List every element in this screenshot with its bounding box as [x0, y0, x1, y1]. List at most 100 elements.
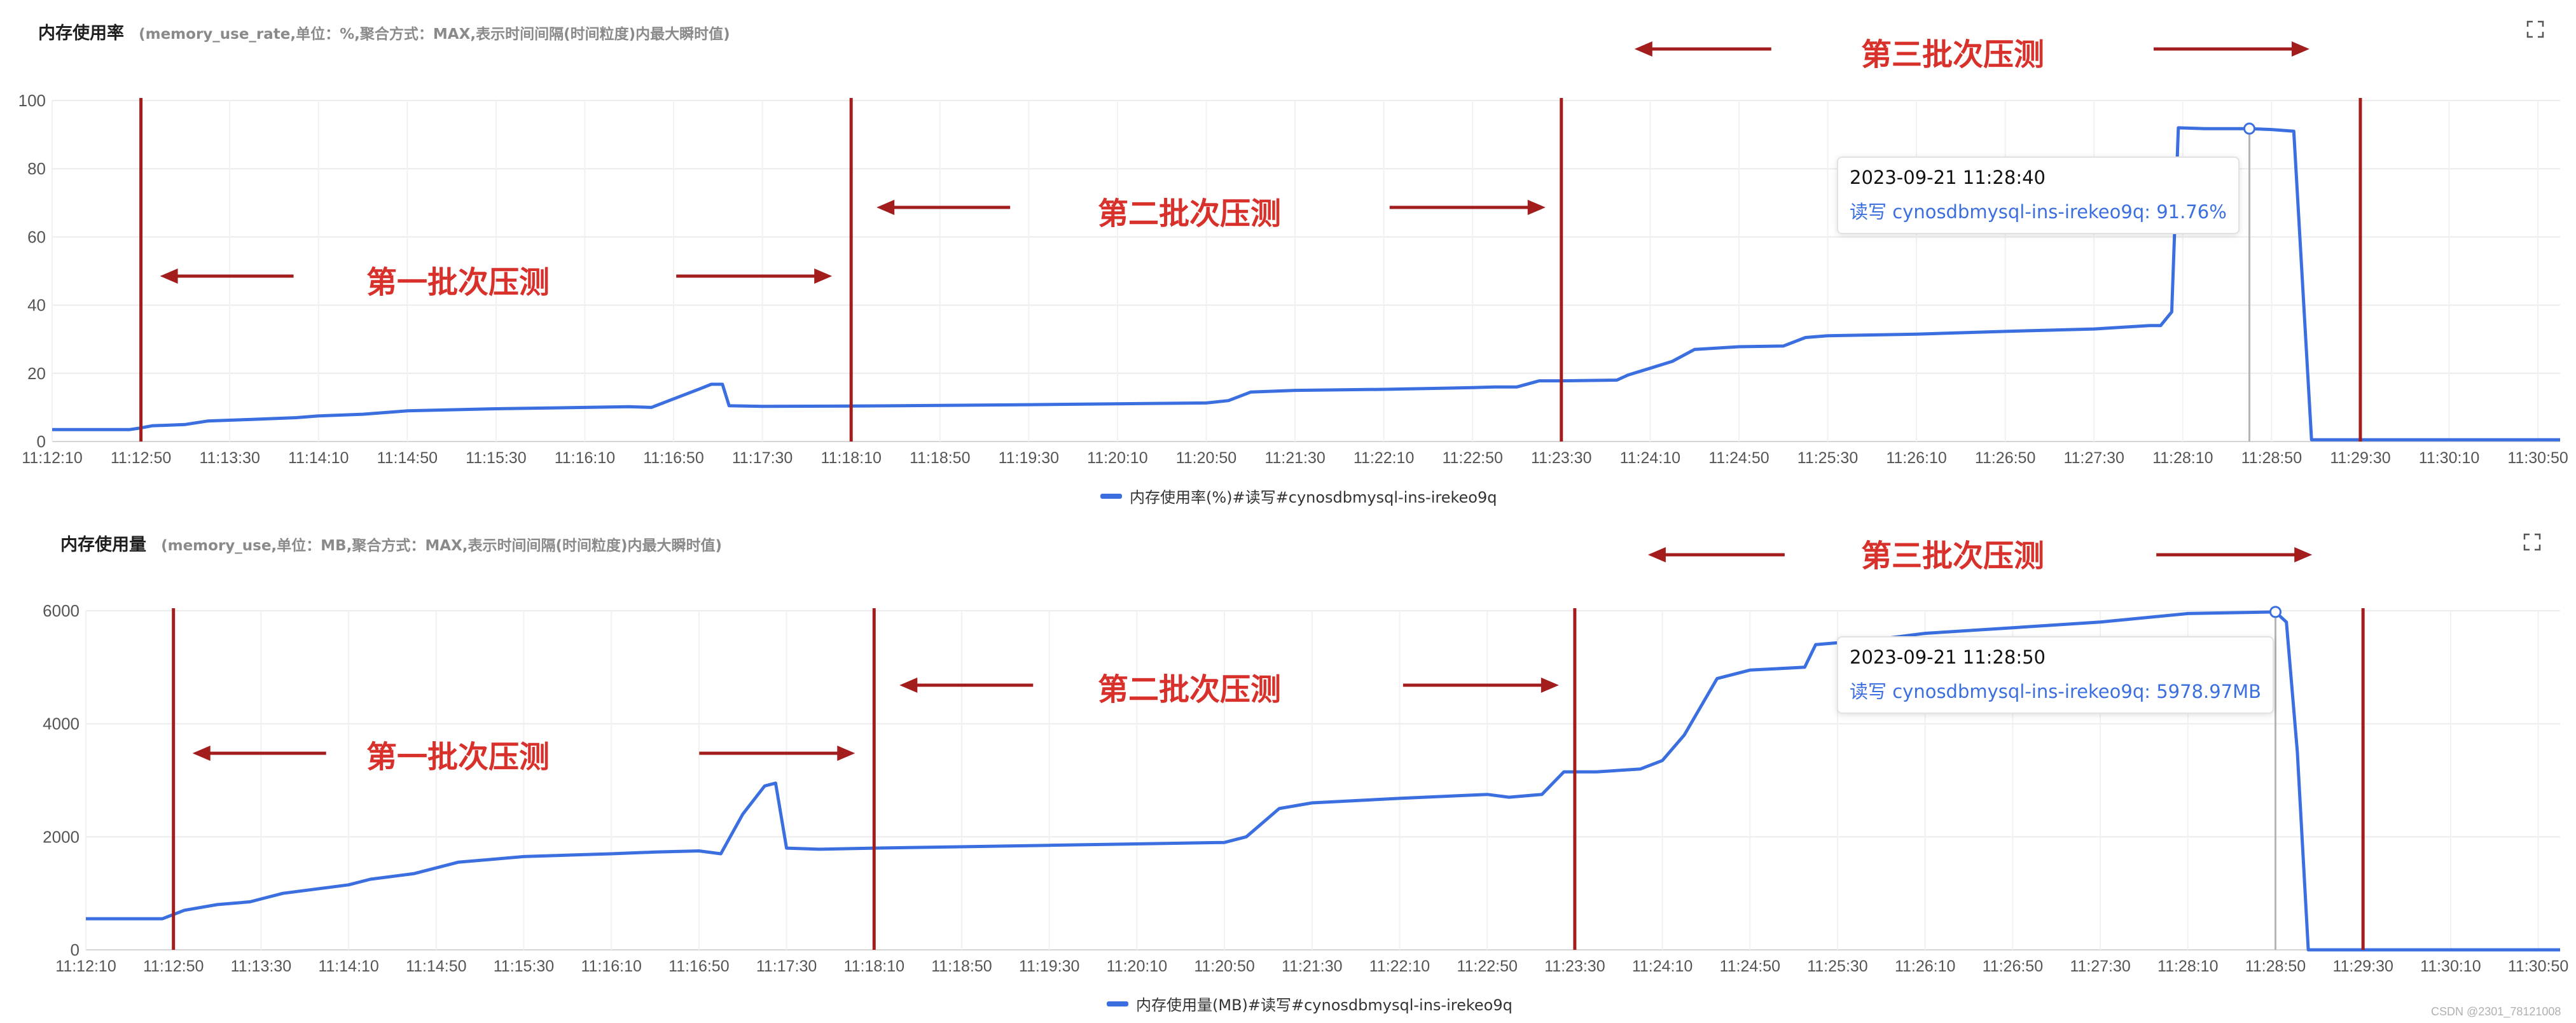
- x-tick-label: 11:16:10: [581, 957, 641, 975]
- arrow-icon: [899, 678, 918, 693]
- legend-swatch: [1100, 493, 1122, 499]
- arrow-icon: [1541, 678, 1559, 693]
- x-tick-label: 11:22:50: [1442, 449, 1502, 467]
- x-tick-label: 11:25:30: [1797, 449, 1858, 467]
- chart-legend[interactable]: 内存使用率(%)#读写#cynosdbmysql-ins-irekeo9q: [1100, 485, 1497, 507]
- x-tick-label: 11:24:10: [1632, 957, 1693, 975]
- chart-legend[interactable]: 内存使用量(MB)#读写#cynosdbmysql-ins-irekeo9q: [1107, 992, 1513, 1015]
- x-tick-label: 11:18:50: [910, 449, 970, 467]
- x-tick-label: 11:17:30: [756, 957, 817, 975]
- x-tick-label: 11:20:10: [1107, 957, 1167, 975]
- x-tick-label: 11:27:30: [2063, 449, 2124, 467]
- batch-label-3: 第三批次压测: [1861, 37, 2045, 73]
- x-tick-label: 11:28:10: [2152, 449, 2213, 467]
- batch-label-2: 第二批次压测: [1098, 672, 1282, 707]
- x-tick-label: 11:26:50: [1975, 449, 2035, 467]
- chart-subtitle: (memory_use_rate,单位：%,聚合方式：MAX,表示时间间隔(时间…: [139, 26, 730, 43]
- arrow-icon: [1634, 41, 1652, 57]
- x-tick-label: 11:16:50: [668, 957, 729, 975]
- expand-icon[interactable]: [2526, 20, 2544, 38]
- x-tick-label: 11:13:30: [199, 449, 260, 467]
- x-tick-label: 11:26:10: [1886, 449, 1946, 467]
- x-tick-label: 11:18:10: [844, 957, 904, 975]
- arrow-icon: [2291, 41, 2309, 57]
- x-tick-label: 11:20:10: [1087, 449, 1147, 467]
- arrow-icon: [160, 268, 178, 284]
- legend-label: 内存使用率(%)#读写#cynosdbmysql-ins-irekeo9q: [1130, 489, 1497, 506]
- x-tick-label: 11:14:10: [288, 449, 349, 467]
- x-tick-label: 11:19:30: [1019, 957, 1079, 975]
- x-tick-label: 11:27:30: [2070, 957, 2130, 975]
- arrow-icon: [876, 200, 895, 215]
- arrow-icon: [837, 746, 855, 761]
- x-tick-label: 11:24:50: [1708, 449, 1769, 467]
- x-tick-label: 11:21:30: [1264, 449, 1325, 467]
- x-tick-label: 11:30:10: [2420, 957, 2481, 975]
- x-tick-label: 11:14:50: [377, 449, 438, 467]
- series-line: [52, 126, 2560, 442]
- x-tick-label: 11:14:50: [406, 957, 466, 975]
- memory-use-rate-panel: 内存使用率 (memory_use_rate,单位：%,聚合方式：MAX,表示时…: [0, 0, 2576, 509]
- x-tick-label: 11:29:30: [2330, 449, 2390, 467]
- legend-label: 内存使用量(MB)#读写#cynosdbmysql-ins-irekeo9q: [1136, 996, 1513, 1014]
- x-tick-label: 11:18:10: [821, 449, 881, 467]
- tooltip-point: [2243, 122, 2255, 135]
- x-tick-label: 11:16:50: [643, 449, 703, 467]
- x-tick-label: 11:30:50: [2508, 957, 2568, 975]
- x-tick-label: 11:22:50: [1457, 957, 1517, 975]
- y-tick-label: 0: [71, 940, 80, 959]
- x-tick-label: 11:23:30: [1544, 957, 1605, 975]
- y-tick-label: 20: [27, 364, 46, 383]
- y-tick-label: 0: [37, 432, 46, 451]
- y-tick-label: 80: [27, 159, 46, 178]
- x-tick-label: 11:28:50: [2245, 957, 2306, 975]
- x-tick-label: 11:24:10: [1620, 449, 1680, 467]
- x-tick-label: 11:26:50: [1983, 957, 2043, 975]
- chart-title-row: 内存使用量 (memory_use,单位：MB,聚合方式：MAX,表示时间间隔(…: [60, 531, 722, 555]
- x-tick-label: 11:16:10: [555, 449, 615, 467]
- tooltip-time: 2023-09-21 11:28:50: [1850, 646, 2046, 668]
- x-tick-label: 11:30:10: [2419, 449, 2479, 467]
- arrow-icon: [1647, 547, 1666, 562]
- y-tick-label: 100: [18, 91, 46, 110]
- x-tick-label: 11:20:50: [1194, 957, 1254, 975]
- x-tick-label: 11:20:50: [1176, 449, 1236, 467]
- y-tick-label: 6000: [43, 601, 80, 620]
- x-tick-label: 11:19:30: [999, 449, 1059, 467]
- chart-tooltip: 2023-09-21 11:28:40 读写 cynosdbmysql-ins-…: [1837, 157, 2240, 234]
- memory-use-rate-chart: 0 20 40 60 80 100 11:12:10 11:12:50 11:13:30 11:1…: [18, 41, 2568, 467]
- x-tick-label: 11:30:50: [2507, 449, 2568, 467]
- expand-icon[interactable]: [2523, 533, 2541, 551]
- chart-tooltip: 2023-09-21 11:28:50 读写 cynosdbmysql-ins-…: [1837, 636, 2275, 714]
- arrow-icon: [192, 746, 211, 761]
- batch-label-1: 第一批次压测: [366, 739, 550, 775]
- x-tick-label: 11:12:50: [143, 957, 204, 975]
- tooltip-value: 读写 cynosdbmysql-ins-irekeo9q: 5978.97MB: [1850, 681, 2262, 702]
- series-line: [86, 610, 2560, 952]
- x-tick-label: 11:29:30: [2332, 957, 2393, 975]
- x-tick-label: 11:28:50: [2241, 449, 2302, 467]
- x-tick-label: 11:22:10: [1354, 449, 1414, 467]
- x-tick-label: 11:28:10: [2157, 957, 2218, 975]
- arrow-icon: [814, 268, 833, 284]
- x-tick-label: 11:15:30: [494, 957, 554, 975]
- x-tick-label: 11:12:50: [111, 449, 171, 467]
- x-tick-label: 11:21:30: [1282, 957, 1342, 975]
- memory-use-chart: 0 2000 4000 6000 11:12:10 11:12:50 11:13:30 11:…: [43, 547, 2568, 975]
- x-tick-label: 11:23:30: [1531, 449, 1591, 467]
- chart-title-row: 内存使用率 (memory_use_rate,单位：%,聚合方式：MAX,表示时…: [38, 19, 730, 44]
- x-tick-label: 11:22:10: [1369, 957, 1430, 975]
- arrow-icon: [1527, 200, 1546, 215]
- x-tick-label: 11:17:30: [732, 449, 793, 467]
- y-tick-label: 4000: [43, 714, 80, 734]
- chart-subtitle: (memory_use,单位：MB,聚合方式：MAX,表示时间间隔(时间粒度)内…: [161, 538, 723, 554]
- x-tick-label: 11:26:10: [1895, 957, 1955, 975]
- y-tick-label: 60: [27, 227, 46, 246]
- chart-title: 内存使用率: [38, 24, 124, 43]
- chart-title: 内存使用量: [60, 535, 146, 555]
- memory-use-panel: 内存使用量 (memory_use,单位：MB,聚合方式：MAX,表示时间间隔(…: [0, 509, 2576, 1023]
- x-tick-label: 11:13:30: [231, 957, 291, 975]
- legend-swatch: [1107, 1001, 1128, 1006]
- x-tick-label: 11:18:50: [931, 957, 992, 975]
- batch-label-1: 第一批次压测: [366, 265, 550, 300]
